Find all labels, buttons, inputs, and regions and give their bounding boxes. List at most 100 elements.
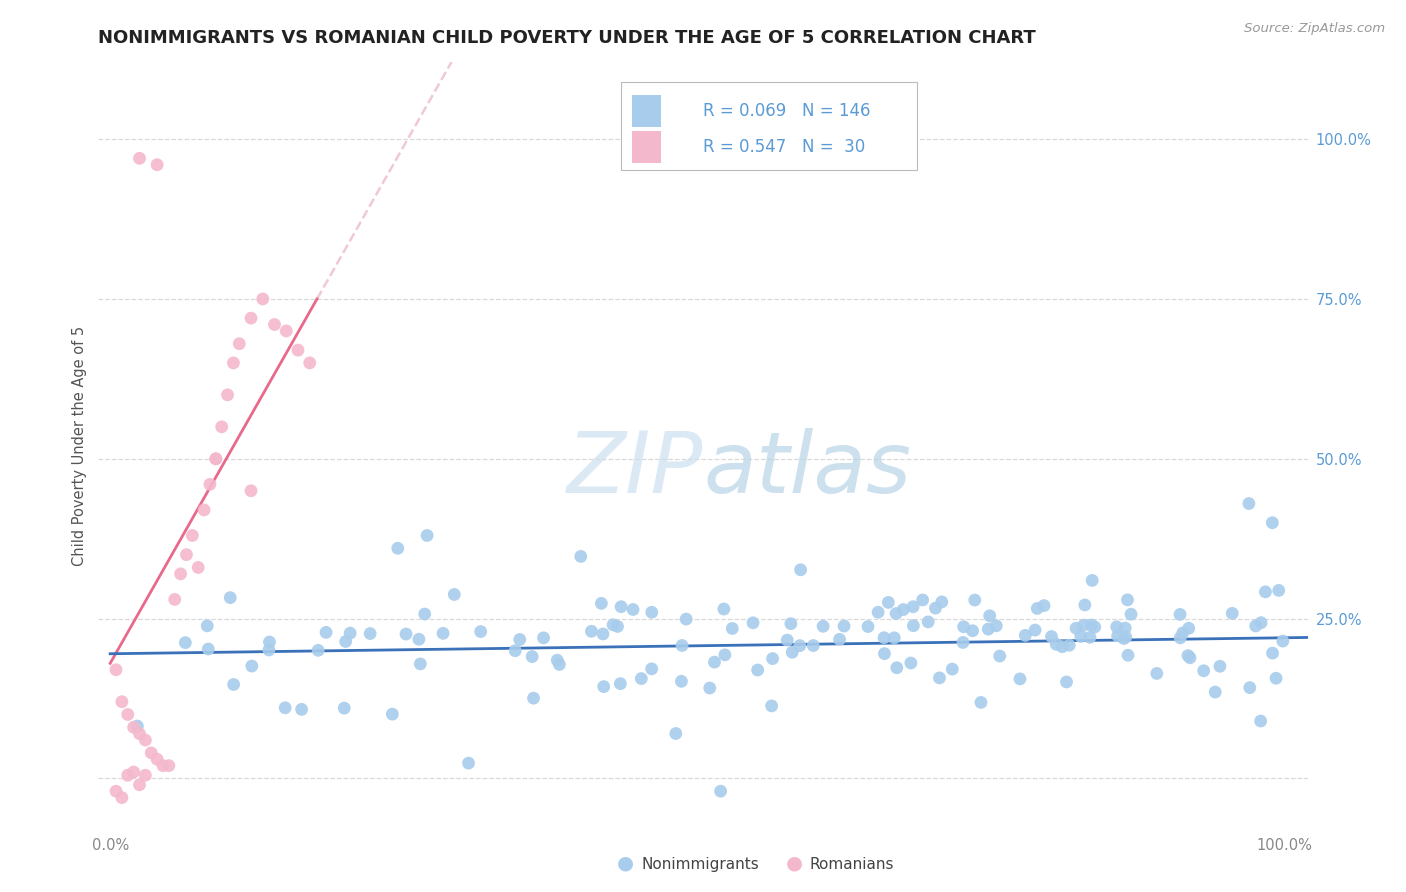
Point	[217, 388, 239, 402]
Point	[146, 752, 169, 766]
Text: atlas: atlas	[703, 427, 911, 510]
Point	[621, 602, 644, 616]
Point	[986, 619, 1008, 633]
Point	[721, 622, 744, 636]
Point	[413, 607, 436, 621]
Point	[569, 549, 592, 564]
Point	[503, 643, 526, 657]
Point	[903, 618, 925, 632]
Point	[665, 726, 688, 740]
Point	[111, 695, 134, 709]
Point	[675, 612, 697, 626]
Point	[152, 758, 174, 772]
Point	[1177, 621, 1199, 635]
Point	[1014, 628, 1036, 642]
Point	[1268, 583, 1291, 598]
Point	[1271, 634, 1294, 648]
Point	[1178, 650, 1201, 665]
Point	[176, 548, 198, 562]
Point	[204, 451, 226, 466]
Point	[1026, 601, 1049, 615]
Point	[1070, 629, 1092, 643]
Point	[1081, 574, 1104, 588]
Point	[747, 663, 769, 677]
Point	[134, 768, 156, 782]
Point	[522, 691, 544, 706]
Point	[181, 528, 204, 542]
Point	[298, 356, 321, 370]
FancyBboxPatch shape	[631, 131, 661, 163]
Point	[1261, 646, 1284, 660]
Point	[941, 662, 963, 676]
Point	[761, 651, 783, 665]
Point	[606, 619, 628, 633]
Point	[1177, 648, 1199, 663]
Point	[1250, 714, 1272, 728]
Point	[198, 477, 221, 491]
Point	[520, 649, 543, 664]
Point	[315, 625, 337, 640]
Point	[877, 595, 900, 609]
Point	[204, 451, 226, 466]
Point	[387, 541, 409, 556]
Point	[1040, 630, 1063, 644]
Point	[1171, 626, 1194, 640]
Point	[952, 620, 974, 634]
Point	[1056, 675, 1078, 690]
Point	[195, 619, 218, 633]
Point	[1209, 659, 1232, 673]
Point	[111, 790, 134, 805]
Point	[1050, 640, 1073, 654]
Point	[1116, 648, 1139, 663]
Point	[1057, 638, 1080, 652]
Point	[610, 599, 633, 614]
Point	[901, 599, 924, 614]
Point	[546, 653, 568, 667]
Point	[457, 756, 479, 771]
Text: Source: ZipAtlas.com: Source: ZipAtlas.com	[1244, 22, 1385, 36]
Point	[257, 643, 280, 657]
Point	[886, 661, 908, 675]
Point	[900, 656, 922, 670]
Point	[128, 778, 150, 792]
Point	[1105, 620, 1128, 634]
Point	[276, 324, 298, 338]
Point	[928, 671, 950, 685]
Point	[962, 624, 984, 638]
Point	[259, 635, 281, 649]
Point	[533, 631, 555, 645]
Point	[222, 677, 245, 691]
Point	[146, 158, 169, 172]
Point	[509, 632, 531, 647]
Point	[228, 336, 250, 351]
Point	[1239, 681, 1261, 695]
Text: ●: ●	[617, 854, 634, 872]
Point	[1244, 619, 1267, 633]
Point	[710, 784, 733, 798]
Point	[197, 642, 219, 657]
Point	[1168, 631, 1191, 645]
Point	[742, 615, 765, 630]
Point	[409, 657, 432, 671]
FancyBboxPatch shape	[621, 81, 917, 169]
Point	[339, 626, 361, 640]
Point	[609, 676, 631, 690]
Point	[1168, 607, 1191, 622]
Point	[335, 634, 357, 648]
Point	[274, 701, 297, 715]
Point	[979, 608, 1001, 623]
Point	[432, 626, 454, 640]
Point	[592, 680, 614, 694]
Point	[169, 566, 191, 581]
Point	[122, 765, 145, 780]
Point	[630, 672, 652, 686]
Point	[1084, 620, 1107, 634]
Point	[1045, 637, 1067, 651]
Point	[640, 662, 662, 676]
Point	[359, 626, 381, 640]
Y-axis label: Child Poverty Under the Age of 5: Child Poverty Under the Age of 5	[72, 326, 87, 566]
Point	[856, 619, 879, 633]
Point	[1107, 629, 1129, 643]
Point	[1265, 671, 1288, 685]
Point	[134, 733, 156, 747]
